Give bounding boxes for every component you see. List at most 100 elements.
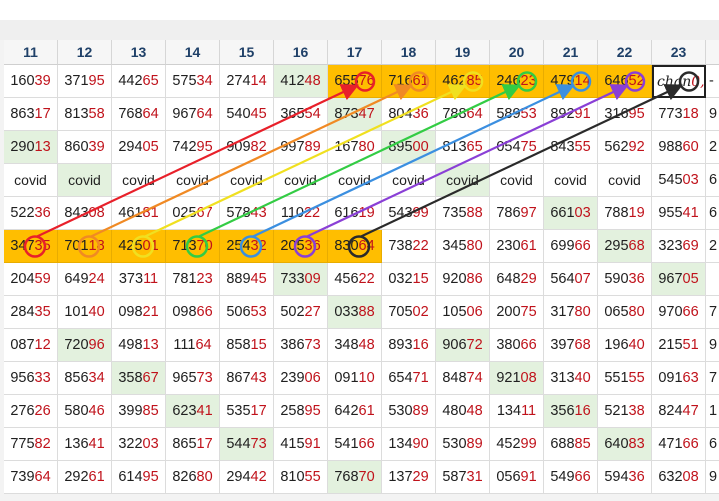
table-cell[interactable]: 843 08 — [58, 197, 112, 230]
table-cell[interactable]: 661 03 — [544, 197, 598, 230]
table-cell[interactable]: 254 32 — [220, 230, 274, 263]
table-cell[interactable]: 545 03 — [652, 164, 706, 197]
table-cell[interactable]: 804 36 — [382, 98, 436, 131]
table-cell[interactable]: 594 36 — [598, 461, 652, 494]
table-cell[interactable]: 830 64 — [328, 230, 382, 263]
table-cell[interactable]: 371 95 — [58, 65, 112, 98]
table-cell[interactable]: 323 69 — [652, 230, 706, 263]
table-cell[interactable]: 322 03 — [112, 428, 166, 461]
table-cell[interactable]: 471 66 — [652, 428, 706, 461]
table-cell[interactable]: 033 88 — [328, 296, 382, 329]
table-cell[interactable]: 713 70 — [166, 230, 220, 263]
column-header-11[interactable]: 11 — [4, 40, 58, 65]
table-cell[interactable]: 575 34 — [166, 65, 220, 98]
table-cell[interactable]: covid — [382, 164, 436, 197]
table-cell[interactable]: 412 48 — [274, 65, 328, 98]
table-cell[interactable]: 788 19 — [598, 197, 652, 230]
table-cell-partial[interactable]: 7 — [706, 296, 719, 329]
table-cell[interactable]: 965 73 — [166, 362, 220, 395]
table-cell[interactable]: 087 12 — [4, 329, 58, 362]
table-cell-partial[interactable]: 1 — [706, 395, 719, 428]
table-cell[interactable]: 032 15 — [382, 263, 436, 296]
table-cell[interactable]: 705 02 — [382, 296, 436, 329]
table-cell[interactable]: 461 81 — [112, 197, 166, 230]
table-cell[interactable]: 313 40 — [544, 362, 598, 395]
column-header-16[interactable]: 16 — [274, 40, 328, 65]
table-cell[interactable]: 200 75 — [490, 296, 544, 329]
table-cell[interactable]: 290 13 — [4, 131, 58, 164]
table-cell[interactable]: 826 80 — [166, 461, 220, 494]
table-cell[interactable]: 873 47 — [328, 98, 382, 131]
table-cell[interactable]: 655 76 — [328, 65, 382, 98]
table-cell[interactable]: covid — [274, 164, 328, 197]
table-cell[interactable]: 735 88 — [436, 197, 490, 230]
table-cell[interactable]: 856 34 — [58, 362, 112, 395]
table-cell[interactable]: 452 99 — [490, 428, 544, 461]
table-cell[interactable]: 863 17 — [4, 98, 58, 131]
table-cell[interactable]: 205 36 — [274, 230, 328, 263]
table-cell[interactable]: 462 85 — [436, 65, 490, 98]
table-cell[interactable]: covid — [490, 164, 544, 197]
table-cell[interactable]: 540 45 — [220, 98, 274, 131]
table-cell[interactable]: 284 35 — [4, 296, 58, 329]
table-cell[interactable]: 522 36 — [4, 197, 58, 230]
table-cell[interactable]: 348 48 — [328, 329, 382, 362]
table-cell[interactable]: 544 73 — [220, 428, 274, 461]
column-header-18[interactable]: 18 — [382, 40, 436, 65]
table-cell[interactable]: 380 66 — [490, 329, 544, 362]
table-cell[interactable]: 921 08 — [490, 362, 544, 395]
table-cell[interactable]: 167 80 — [328, 131, 382, 164]
table-cell[interactable]: 136 41 — [58, 428, 112, 461]
table-cell[interactable]: 276 26 — [4, 395, 58, 428]
table-cell-partial[interactable]: 9 — [706, 98, 719, 131]
table-cell[interactable]: 733 09 — [274, 263, 328, 296]
table-cell[interactable]: 848 74 — [436, 362, 490, 395]
table-cell[interactable]: 616 19 — [328, 197, 382, 230]
table-cell[interactable]: 541 66 — [328, 428, 382, 461]
table-cell[interactable]: 258 95 — [274, 395, 328, 428]
table-cell[interactable]: 386 73 — [274, 329, 328, 362]
table-cell[interactable]: 506 53 — [220, 296, 274, 329]
table-cell[interactable]: 134 90 — [382, 428, 436, 461]
column-header-20[interactable]: 20 — [490, 40, 544, 65]
table-cell[interactable]: 781 23 — [166, 263, 220, 296]
table-cell[interactable]: 295 68 — [598, 230, 652, 263]
table-cell[interactable]: 909 82 — [220, 131, 274, 164]
table-cell[interactable]: 101 40 — [58, 296, 112, 329]
table-cell[interactable]: 480 48 — [436, 395, 490, 428]
column-header-14[interactable]: 14 — [166, 40, 220, 65]
table-cell[interactable]: 365 54 — [274, 98, 328, 131]
table-cell[interactable]: 967 64 — [166, 98, 220, 131]
table-cell[interactable]: 530 89 — [436, 428, 490, 461]
table-cell-partial[interactable]: 6 — [706, 428, 719, 461]
table-cell[interactable]: 867 43 — [220, 362, 274, 395]
table-cell[interactable]: covid — [112, 164, 166, 197]
table-cell[interactable]: 589 53 — [490, 98, 544, 131]
table-cell[interactable]: 699 66 — [544, 230, 598, 263]
table-cell[interactable]: covid — [58, 164, 112, 197]
table-cell-partial[interactable]: 2 — [706, 230, 719, 263]
table-cell-partial[interactable] — [706, 263, 719, 296]
table-cell[interactable]: 160 39 — [4, 65, 58, 98]
table-cell[interactable]: 701 18 — [58, 230, 112, 263]
table-cell[interactable]: 742 95 — [166, 131, 220, 164]
table-cell[interactable]: 196 40 — [598, 329, 652, 362]
table-cell[interactable]: 720 96 — [58, 329, 112, 362]
table-cell[interactable]: covid — [4, 164, 58, 197]
table-cell-partial[interactable]: 2 — [706, 131, 719, 164]
column-header-22[interactable]: 22 — [598, 40, 652, 65]
table-cell[interactable]: 415 91 — [274, 428, 328, 461]
table-cell[interactable]: 294 05 — [112, 131, 166, 164]
table-cell[interactable]: 587 31 — [436, 461, 490, 494]
table-cell[interactable]: 549 66 — [544, 461, 598, 494]
table-cell-partial[interactable]: - — [706, 65, 719, 98]
table-cell[interactable]: 215 51 — [652, 329, 706, 362]
table-cell[interactable]: 997 89 — [274, 131, 328, 164]
table-cell[interactable]: 649 24 — [58, 263, 112, 296]
table-cell[interactable]: 646 52 — [598, 65, 652, 98]
table-cell[interactable]: covid — [220, 164, 274, 197]
table-cell[interactable]: 786 97 — [490, 197, 544, 230]
table-cell[interactable]: 065 80 — [598, 296, 652, 329]
table-cell[interactable]: 110 22 — [274, 197, 328, 230]
table-cell[interactable]: 025 67 — [166, 197, 220, 230]
